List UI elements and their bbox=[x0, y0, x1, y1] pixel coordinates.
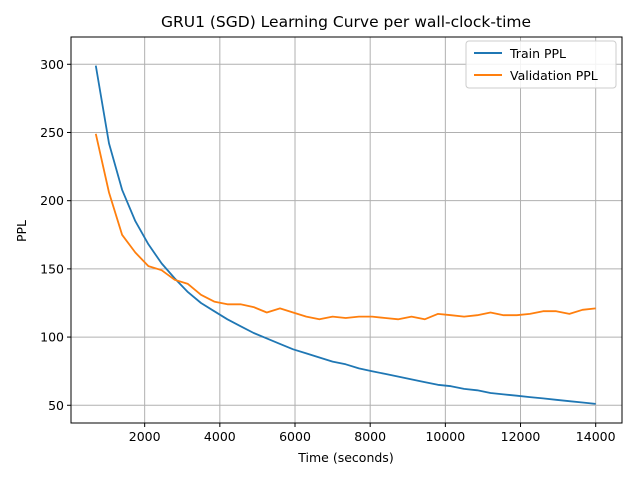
y-tick-label: 100 bbox=[40, 330, 64, 345]
y-tick-label: 150 bbox=[40, 261, 64, 276]
legend-box bbox=[465, 40, 617, 89]
x-tick-label: 12000 bbox=[501, 429, 541, 444]
y-tick-label: 300 bbox=[40, 57, 64, 72]
legend-label-validation: Validation PPL bbox=[510, 68, 598, 83]
x-tick-label: 8000 bbox=[354, 429, 386, 444]
x-tick-label: 2000 bbox=[129, 429, 161, 444]
y-axis-label: PPL bbox=[14, 220, 29, 242]
y-tick-label: 200 bbox=[40, 193, 64, 208]
x-axis-label: Time (seconds) bbox=[297, 450, 393, 465]
series-lines bbox=[94, 65, 596, 405]
legend-label-train: Train PPL bbox=[509, 46, 566, 61]
validation-ppl-line bbox=[94, 133, 596, 321]
grid bbox=[71, 37, 622, 423]
x-tick-label: 4000 bbox=[204, 429, 236, 444]
chart-title: GRU1 (SGD) Learning Curve per wall-clock… bbox=[161, 13, 531, 31]
x-tick-label: 6000 bbox=[279, 429, 311, 444]
legend: Train PPL Validation PPL bbox=[465, 40, 617, 89]
x-tick-label: 10000 bbox=[425, 429, 465, 444]
y-tick-label: 50 bbox=[48, 398, 64, 413]
axes-frame bbox=[70, 36, 623, 424]
y-tick-label: 250 bbox=[40, 125, 64, 140]
ticks: 2000 4000 6000 8000 10000 12000 14000 50 100 150 2… bbox=[40, 57, 615, 444]
train-ppl-line bbox=[94, 65, 596, 405]
x-tick-label: 14000 bbox=[576, 429, 616, 444]
